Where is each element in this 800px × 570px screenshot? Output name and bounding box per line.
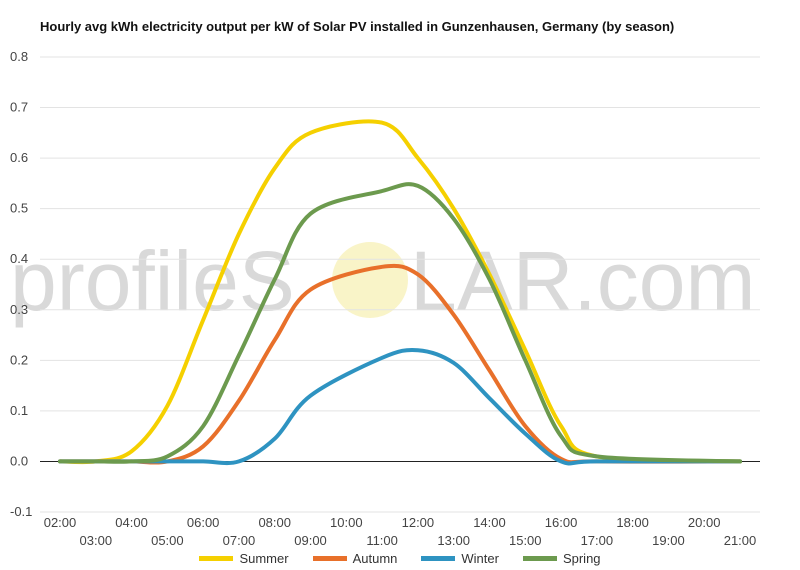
series-line-summer: [58, 119, 742, 465]
x-tick-label: 13:00: [437, 533, 470, 548]
legend-label: Autumn: [352, 550, 398, 566]
watermark-text-left: profileS: [10, 234, 295, 328]
y-tick-label: 0.1: [10, 403, 28, 418]
x-tick-label: 18:00: [616, 515, 649, 530]
legend-item-autumn[interactable]: Autumn: [312, 549, 398, 567]
x-tick-label: 15:00: [509, 533, 542, 548]
y-axis: 0.8 0.7 0.6 0.5 0.4 0.3 0.2 0.1 0.0 -0.1: [10, 49, 32, 519]
legend-label: Summer: [239, 550, 289, 566]
legend-item-spring[interactable]: Spring: [522, 549, 601, 567]
x-tick-label: 03:00: [80, 533, 113, 548]
legend-swatch: [199, 555, 234, 561]
x-tick-label: 12:00: [402, 515, 435, 530]
y-tick-label: 0.8: [10, 49, 28, 64]
x-tick-label: 16:00: [545, 515, 578, 530]
y-tick-label: 0.7: [10, 100, 28, 115]
x-tick-label: 06:00: [187, 515, 220, 530]
legend-swatch: [421, 555, 456, 561]
y-tick-label: 0.6: [10, 150, 28, 165]
x-tick-label: 07:00: [223, 533, 256, 548]
series-line-winter: [58, 347, 742, 466]
series-line-spring: [58, 182, 742, 464]
x-tick-label: 21:00: [724, 533, 757, 548]
legend-item-winter[interactable]: Winter: [421, 549, 499, 567]
x-tick-label: 04:00: [115, 515, 148, 530]
watermark-text-right: LAR.com: [410, 234, 755, 328]
y-tick-label: 0.0: [10, 453, 28, 468]
x-tick-label: 19:00: [652, 533, 685, 548]
x-axis: 02:00 04:00 06:00 08:00 10:00 12:00 14:00 16:00…: [44, 515, 757, 548]
x-tick-label: 14:00: [473, 515, 506, 530]
legend-item-summer[interactable]: Summer: [199, 549, 289, 567]
legend-swatch: [312, 555, 347, 561]
chart-title: Hourly avg kWh electricity output per kW…: [40, 19, 675, 34]
x-tick-label: 08:00: [258, 515, 291, 530]
legend: Summer Autumn Winter Spring: [0, 549, 800, 567]
x-tick-label: 20:00: [688, 515, 721, 530]
x-tick-label: 05:00: [151, 533, 184, 548]
legend-swatch: [522, 555, 557, 561]
legend-label: Winter: [461, 550, 499, 566]
legend-label: Spring: [562, 550, 601, 566]
x-tick-label: 11:00: [366, 533, 398, 548]
x-tick-label: 17:00: [581, 533, 614, 548]
series-lines: [58, 119, 742, 466]
y-tick-label: 0.5: [10, 201, 28, 216]
x-tick-label: 02:00: [44, 515, 77, 530]
y-tick-label: 0.3: [10, 302, 28, 317]
watermark: profileS LAR.com: [10, 234, 755, 328]
watermark-sun-icon: [332, 242, 408, 318]
x-tick-label: 09:00: [294, 533, 327, 548]
y-tick-label: 0.4: [10, 251, 28, 266]
x-tick-label: 10:00: [330, 515, 363, 530]
y-tick-label: 0.2: [10, 352, 28, 367]
y-tick-label: -0.1: [10, 504, 32, 519]
